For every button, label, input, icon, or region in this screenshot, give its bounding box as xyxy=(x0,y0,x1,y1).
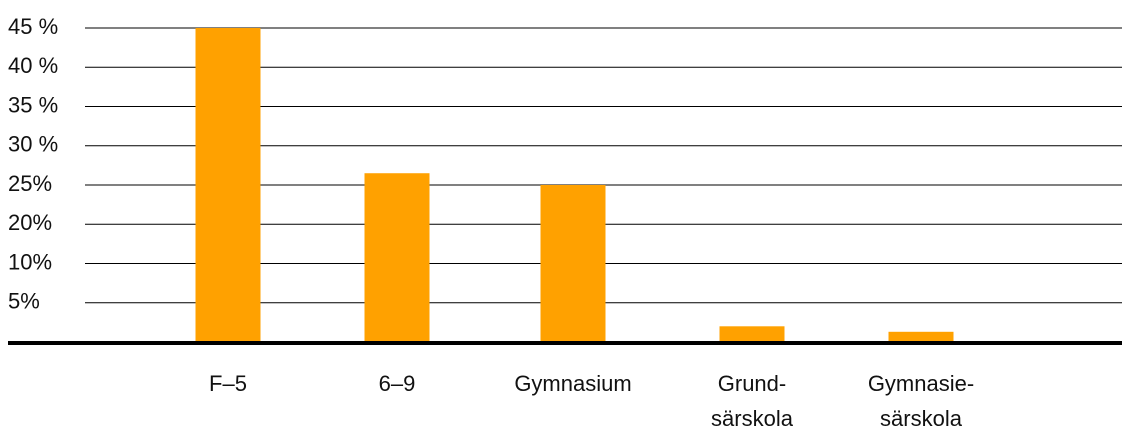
y-tick-label: 5% xyxy=(8,289,40,314)
x-tick-label: Grund- särskola xyxy=(711,371,793,431)
bar xyxy=(888,331,954,342)
y-tick-label: 35 % xyxy=(8,92,58,117)
y-tick-label: 30 % xyxy=(8,132,58,157)
y-tick-label: 25% xyxy=(8,171,52,196)
x-tick-label: Gymnasie- särskola xyxy=(867,371,975,431)
bar xyxy=(719,326,785,342)
y-tick-label: 45 % xyxy=(8,14,58,39)
y-tick-label: 10% xyxy=(8,249,52,274)
bar xyxy=(364,173,430,342)
x-tick-label: 6–9 xyxy=(378,371,416,396)
y-tick-label: 20% xyxy=(8,210,52,235)
bar xyxy=(540,185,606,342)
x-tick-label: Gymnasium xyxy=(514,371,632,396)
y-tick-label: 40 % xyxy=(8,53,58,78)
bar xyxy=(195,28,261,342)
x-tick-label: F–5 xyxy=(209,371,247,396)
